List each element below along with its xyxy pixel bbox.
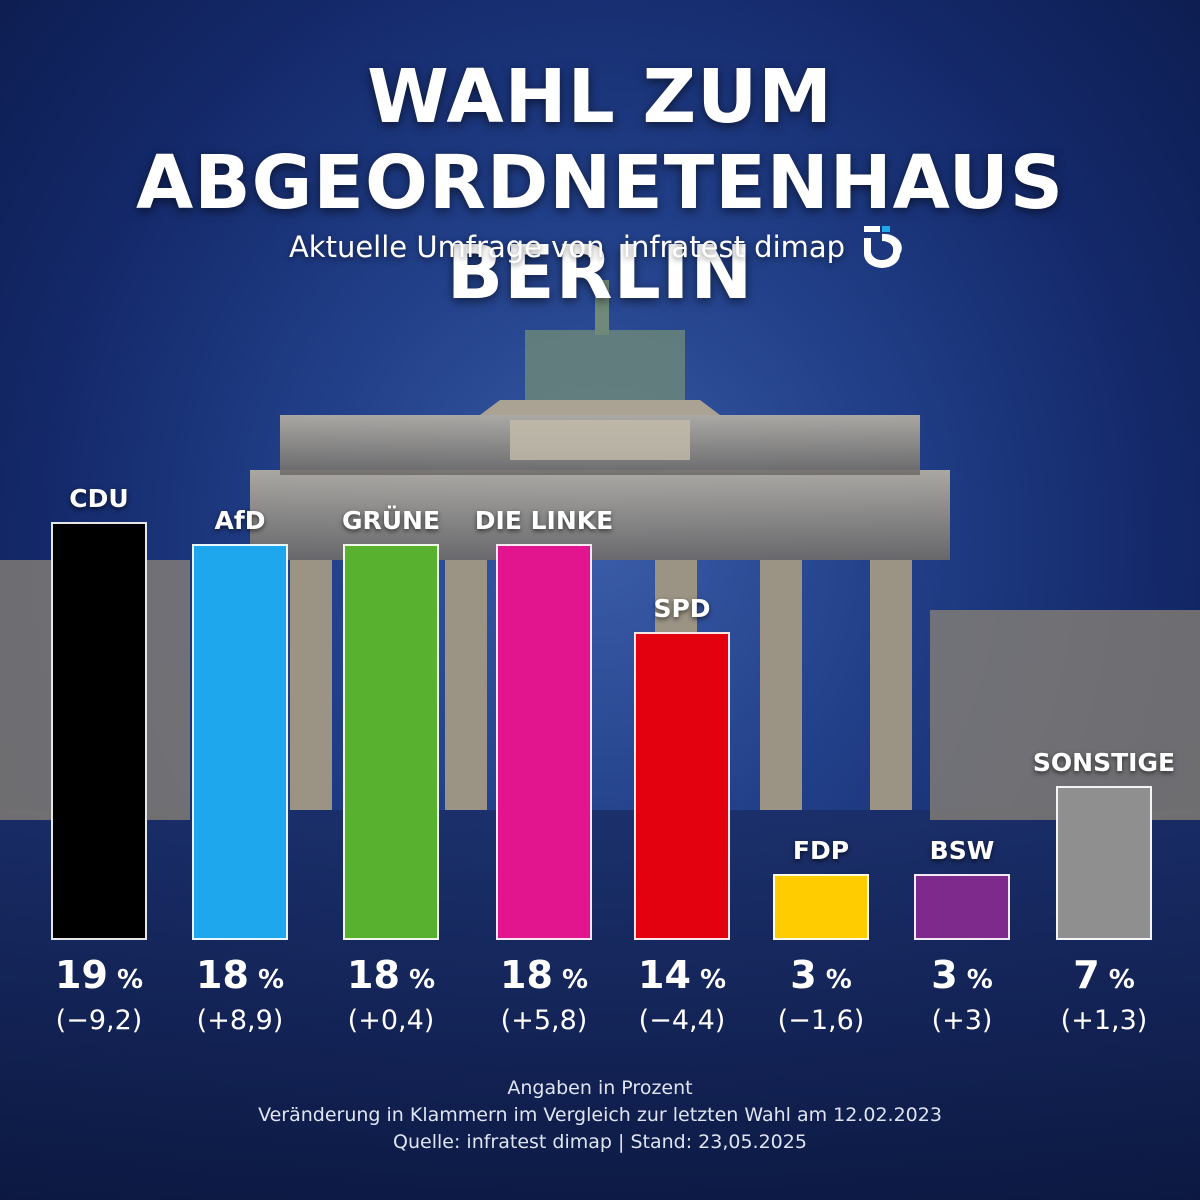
change-label: (−1,6)	[777, 1005, 865, 1036]
value-label: 19 %	[9, 952, 189, 1003]
value-unit: %	[816, 965, 852, 995]
bar-sonstige	[1056, 786, 1152, 940]
value-unit: %	[690, 965, 726, 995]
bar-spd	[634, 632, 730, 940]
value-label: 14 %	[592, 952, 772, 1003]
party-label: SPD	[653, 594, 711, 623]
value-unit: %	[107, 965, 143, 995]
footer-source: Quelle: infratest dimap | Stand: 23,05.2…	[393, 1131, 807, 1153]
change-label: (+1,3)	[1060, 1005, 1148, 1036]
footer-unit-note: Angaben in Prozent	[507, 1077, 693, 1099]
change-label: (−9,2)	[55, 1005, 143, 1036]
value-label: 7 %	[1014, 952, 1194, 1003]
value-label: 18 %	[150, 952, 330, 1003]
party-label: SONSTIGE	[1032, 748, 1176, 777]
infratest-dimap-logo-icon	[864, 226, 902, 268]
value-number: 7	[1073, 953, 1100, 997]
subtitle: Aktuelle Umfrage von infratest dimap	[288, 230, 846, 264]
party-label: BSW	[929, 836, 995, 865]
party-label: DIE LINKE	[474, 506, 614, 535]
bar-cdu	[51, 522, 147, 940]
footer-change-note: Veränderung in Klammern im Vergleich zur…	[258, 1104, 942, 1126]
value-number: 3	[931, 953, 958, 997]
value-unit: %	[957, 965, 993, 995]
value-number: 14	[638, 953, 691, 997]
title-line-2: ABGEORDNETENHAUS BERLIN	[135, 140, 1065, 316]
change-label: (+3)	[931, 1005, 993, 1036]
value-unit: %	[248, 965, 284, 995]
change-label: (−4,4)	[638, 1005, 726, 1036]
bar-afd	[192, 544, 288, 940]
value-label: 18 %	[454, 952, 634, 1003]
value-label: 3 %	[872, 952, 1052, 1003]
bar-bsw	[914, 874, 1010, 940]
value-unit: %	[399, 965, 435, 995]
party-label: CDU	[69, 484, 129, 513]
value-unit: %	[1099, 965, 1135, 995]
party-label: FDP	[792, 836, 850, 865]
value-number: 3	[790, 953, 817, 997]
value-number: 18	[500, 953, 553, 997]
value-unit: %	[552, 965, 588, 995]
title-line-1: WAHL ZUM	[367, 54, 833, 140]
bar-gr-ne	[343, 544, 439, 940]
value-number: 18	[347, 953, 400, 997]
change-label: (+5,8)	[500, 1005, 588, 1036]
change-label: (+8,9)	[196, 1005, 284, 1036]
change-label: (+0,4)	[347, 1005, 435, 1036]
value-label: 3 %	[731, 952, 911, 1003]
bar-die-linke	[496, 544, 592, 940]
party-label: AfD	[214, 506, 266, 535]
party-label: GRÜNE	[341, 506, 441, 535]
value-label: 18 %	[301, 952, 481, 1003]
bar-fdp	[773, 874, 869, 940]
value-number: 18	[196, 953, 249, 997]
value-number: 19	[55, 953, 108, 997]
subtitle-row: Aktuelle Umfrage von infratest dimap	[0, 224, 1200, 270]
